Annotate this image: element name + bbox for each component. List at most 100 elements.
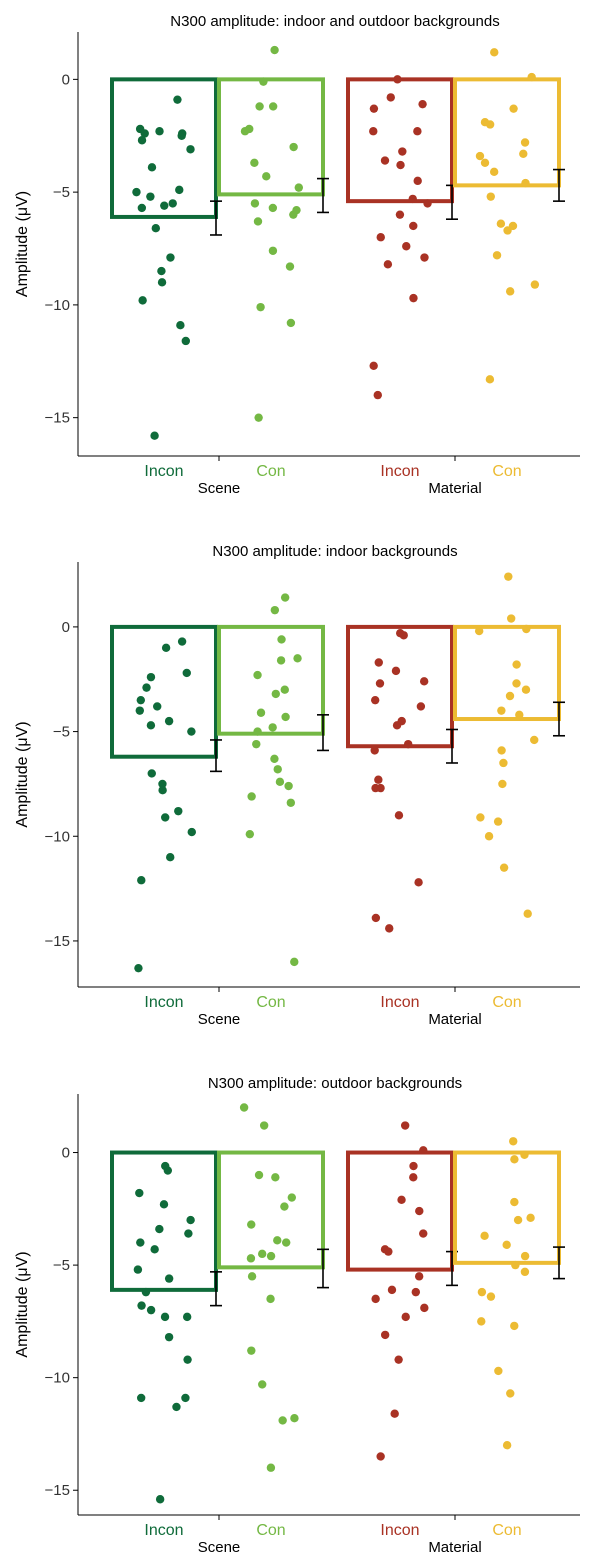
data-point bbox=[505, 691, 515, 701]
data-point bbox=[259, 77, 268, 86]
data-point bbox=[499, 863, 509, 872]
bar-incon bbox=[346, 77, 454, 204]
data-point bbox=[520, 1150, 529, 1159]
data-point bbox=[286, 798, 296, 807]
data-point bbox=[502, 1240, 511, 1250]
data-point bbox=[268, 203, 278, 213]
y-tick-label: −5 bbox=[53, 1257, 70, 1274]
data-point bbox=[519, 149, 528, 158]
data-point bbox=[164, 716, 174, 726]
y-tick-label: 0 bbox=[62, 619, 70, 636]
y-tick-label: −5 bbox=[53, 184, 70, 201]
data-point bbox=[159, 1200, 169, 1209]
data-point bbox=[253, 727, 262, 736]
data-point bbox=[182, 668, 191, 678]
y-tick-label: 0 bbox=[62, 71, 70, 88]
data-point bbox=[168, 199, 177, 208]
data-point bbox=[502, 1441, 512, 1450]
y-axis-label: Amplitude (μV) bbox=[14, 1251, 31, 1357]
data-point bbox=[390, 1409, 399, 1418]
data-point bbox=[262, 172, 271, 181]
data-point bbox=[375, 679, 385, 688]
data-point bbox=[376, 233, 385, 242]
data-point bbox=[289, 210, 298, 219]
data-point bbox=[386, 93, 395, 102]
data-point bbox=[182, 1312, 192, 1322]
data-point bbox=[155, 1495, 165, 1504]
data-point bbox=[138, 296, 147, 305]
x-category-label: Incon bbox=[380, 463, 419, 480]
data-point bbox=[258, 1380, 267, 1389]
data-point bbox=[247, 1272, 257, 1281]
data-point bbox=[247, 792, 256, 801]
x-group-label: Scene bbox=[198, 1539, 241, 1556]
data-point bbox=[492, 251, 502, 260]
chart-title: N300 amplitude: outdoor backgrounds bbox=[208, 1075, 462, 1092]
data-point bbox=[509, 104, 518, 113]
data-point bbox=[403, 739, 413, 749]
data-point bbox=[161, 643, 171, 653]
bar-con bbox=[453, 624, 561, 722]
data-point bbox=[509, 1137, 518, 1146]
y-axis-label: Amplitude (μV) bbox=[14, 191, 31, 297]
data-point bbox=[506, 1389, 515, 1398]
data-point bbox=[137, 203, 147, 213]
data-point bbox=[401, 1312, 410, 1322]
y-tick-label: −15 bbox=[45, 933, 70, 950]
data-point bbox=[281, 1238, 291, 1247]
data-point bbox=[186, 145, 195, 154]
data-point bbox=[175, 185, 184, 195]
data-point bbox=[520, 1267, 530, 1277]
data-point bbox=[374, 775, 383, 784]
data-point bbox=[400, 1121, 410, 1130]
data-point bbox=[276, 656, 286, 665]
data-point bbox=[271, 689, 280, 699]
data-point bbox=[497, 706, 506, 715]
data-point bbox=[394, 811, 404, 820]
data-point bbox=[480, 1231, 489, 1241]
data-point bbox=[250, 199, 260, 208]
data-point bbox=[391, 666, 401, 676]
data-point bbox=[409, 293, 418, 303]
data-point bbox=[147, 163, 157, 172]
data-point bbox=[493, 817, 503, 826]
data-point bbox=[477, 1317, 486, 1326]
data-point bbox=[485, 120, 495, 129]
data-point bbox=[155, 127, 164, 136]
data-point bbox=[151, 224, 161, 233]
data-point bbox=[270, 754, 279, 763]
data-point bbox=[530, 280, 540, 289]
x-category-label: Con bbox=[256, 463, 285, 480]
data-point bbox=[256, 302, 265, 312]
data-point bbox=[157, 278, 167, 287]
x-group-label: Material bbox=[428, 1011, 481, 1028]
data-point bbox=[163, 1166, 173, 1175]
data-point bbox=[245, 829, 255, 839]
data-point bbox=[280, 1202, 289, 1211]
data-point bbox=[499, 758, 508, 768]
data-point bbox=[150, 1245, 159, 1254]
data-point bbox=[510, 1321, 519, 1331]
data-point bbox=[409, 1161, 418, 1171]
data-point bbox=[253, 670, 262, 680]
x-category-label: Con bbox=[492, 994, 521, 1011]
data-point bbox=[369, 127, 378, 136]
data-point bbox=[268, 102, 278, 111]
data-point bbox=[380, 1330, 390, 1340]
data-point bbox=[177, 637, 187, 646]
x-category-label: Incon bbox=[144, 994, 183, 1011]
data-point bbox=[494, 1366, 503, 1376]
data-point bbox=[415, 1206, 424, 1216]
x-group-label: Material bbox=[428, 1539, 481, 1556]
data-point bbox=[396, 160, 405, 170]
data-point bbox=[255, 102, 264, 111]
bar-con bbox=[217, 624, 325, 736]
y-tick-label: −10 bbox=[45, 1370, 70, 1387]
y-tick-label: 0 bbox=[62, 1145, 70, 1162]
data-point bbox=[515, 710, 524, 720]
data-point bbox=[484, 832, 494, 841]
data-point bbox=[369, 361, 378, 370]
data-point bbox=[266, 1251, 276, 1261]
data-point bbox=[181, 1393, 190, 1403]
